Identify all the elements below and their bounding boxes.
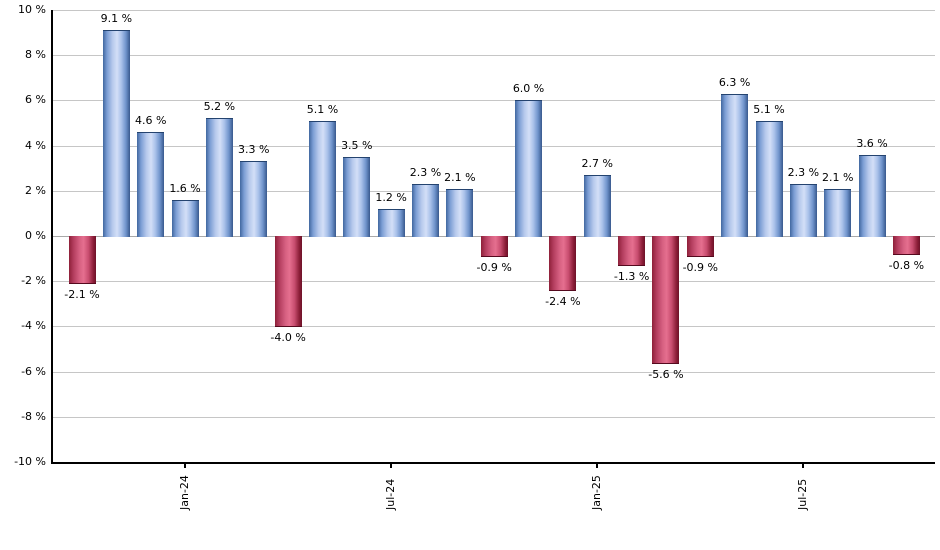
gridline bbox=[53, 55, 935, 57]
bar-value-label: 9.1 % bbox=[100, 12, 133, 26]
gridline bbox=[53, 326, 935, 328]
bar-negative bbox=[618, 236, 646, 267]
bar-value-label: 2.1 % bbox=[821, 170, 854, 184]
bar-value-label: 2.1 % bbox=[444, 170, 476, 184]
bar-positive bbox=[824, 188, 852, 237]
y-axis-tick-label: -8 % bbox=[21, 409, 46, 423]
bar-positive bbox=[858, 154, 886, 237]
x-axis-tick-label: Jul-24 bbox=[384, 478, 398, 510]
bar-value-label: -2.4 % bbox=[545, 295, 581, 309]
bar-value-label: 2.3 % bbox=[409, 166, 442, 180]
gridline bbox=[53, 100, 935, 102]
y-axis-tick-label: -6 % bbox=[21, 364, 46, 378]
y-axis-tick-label: 0 % bbox=[25, 229, 46, 242]
x-axis-tick bbox=[596, 462, 599, 468]
bar-value-label: 1.6 % bbox=[169, 181, 201, 195]
bar-positive bbox=[515, 100, 543, 237]
bar-value-label: -4.0 % bbox=[270, 331, 306, 345]
y-axis-tick-label: 10 % bbox=[18, 3, 46, 16]
bar-value-label: 5.2 % bbox=[203, 100, 236, 114]
bar-positive bbox=[377, 208, 405, 237]
bar-value-label: 2.7 % bbox=[581, 156, 613, 170]
bar-value-label: -1.3 % bbox=[613, 270, 650, 284]
x-axis-tick bbox=[390, 462, 393, 468]
bar-positive bbox=[446, 188, 474, 237]
bar-value-label: 2.3 % bbox=[787, 166, 820, 180]
bar-positive bbox=[240, 161, 268, 237]
bar-value-label: 3.3 % bbox=[238, 143, 270, 157]
x-axis-tick bbox=[184, 462, 187, 468]
bar-value-label: 6.3 % bbox=[718, 75, 751, 89]
y-axis-tick-label: -2 % bbox=[21, 274, 46, 288]
y-axis-tick-label: 8 % bbox=[25, 48, 46, 62]
gridline bbox=[53, 145, 935, 147]
x-axis-tick-label: Jan-24 bbox=[178, 475, 192, 510]
bar-positive bbox=[721, 93, 749, 237]
bar-negative bbox=[686, 236, 714, 258]
bar-value-label: 5.1 % bbox=[753, 102, 785, 116]
y-axis-tick-label: -4 % bbox=[21, 319, 46, 333]
x-axis-tick-label: Jan-25 bbox=[590, 475, 604, 510]
gridline bbox=[53, 190, 935, 192]
bar-positive bbox=[137, 132, 165, 237]
bar-positive bbox=[205, 118, 233, 237]
x-axis-tick-label: Jul-25 bbox=[796, 478, 810, 510]
bar-value-label: 5.1 % bbox=[306, 102, 339, 116]
bar-value-label: 3.6 % bbox=[856, 136, 888, 150]
y-axis-tick-label: 6 % bbox=[25, 93, 46, 107]
bar-negative bbox=[68, 236, 96, 285]
bar-positive bbox=[308, 120, 336, 237]
bar-value-label: -0.8 % bbox=[888, 259, 925, 273]
bar-positive bbox=[789, 184, 817, 237]
bar-positive bbox=[412, 184, 439, 237]
bar-negative bbox=[549, 236, 577, 292]
y-axis-tick-label: 2 % bbox=[25, 183, 46, 197]
bar-value-label: 3.5 % bbox=[341, 138, 373, 152]
bar-positive bbox=[583, 174, 611, 237]
y-axis-tick-label: 4 % bbox=[25, 138, 46, 152]
bar-positive bbox=[755, 120, 783, 237]
bar-value-label: 6.0 % bbox=[512, 82, 545, 96]
gridline bbox=[53, 416, 935, 418]
y-axis-tick-label: -10 % bbox=[14, 455, 46, 468]
gridline bbox=[53, 371, 935, 373]
bar-positive bbox=[171, 199, 199, 237]
bar-value-label: 1.2 % bbox=[375, 190, 407, 204]
bar-negative bbox=[652, 236, 680, 364]
bar-value-label: -0.9 % bbox=[476, 261, 512, 275]
bar-positive bbox=[102, 30, 130, 237]
bar-negative bbox=[480, 236, 508, 258]
plot-area: -2.1 % 9.1 % 4.6 % 1.6 % 5.2 % 3.3 % -4.0 % 5.1… bbox=[51, 10, 935, 464]
gridline bbox=[53, 10, 935, 11]
bar-negative bbox=[892, 236, 920, 256]
bar-negative bbox=[274, 236, 302, 328]
x-axis-tick bbox=[802, 462, 805, 468]
bar-value-label: -0.9 % bbox=[682, 261, 718, 275]
bar-value-label: -2.1 % bbox=[64, 288, 100, 302]
bar-value-label: -5.6 % bbox=[648, 367, 684, 381]
gridline bbox=[53, 281, 935, 283]
bar-positive bbox=[343, 156, 371, 237]
bar-value-label: 4.6 % bbox=[134, 114, 167, 128]
